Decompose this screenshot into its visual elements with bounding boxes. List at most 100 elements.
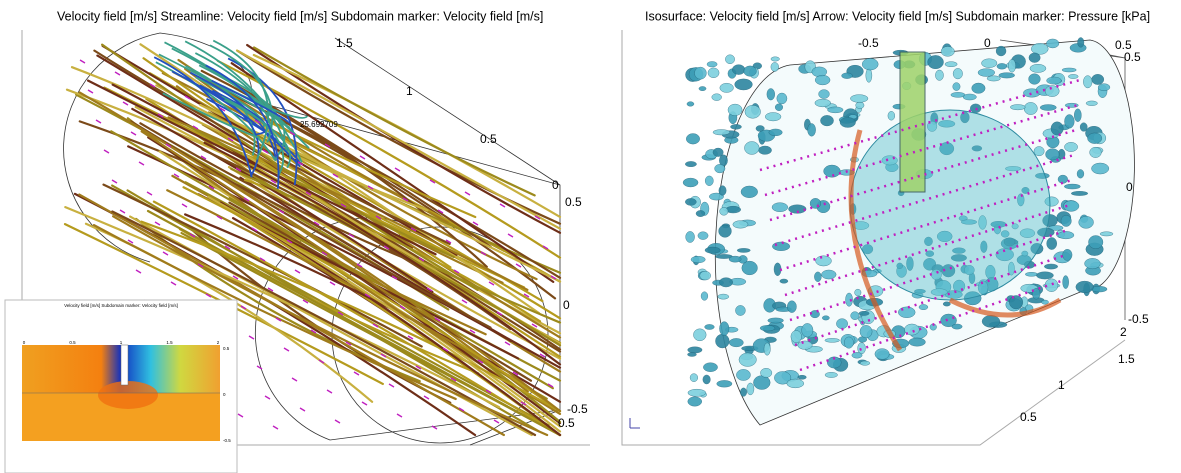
isosurface-blob (1044, 85, 1060, 97)
streamline-fast (205, 64, 280, 189)
isosurface-blob (1064, 102, 1079, 108)
axis-label: -0.5 (1128, 312, 1149, 326)
arrow (235, 167, 242, 172)
arrow (334, 419, 341, 424)
arrow (464, 191, 471, 196)
streamline (180, 231, 562, 437)
axis-label: 0 (984, 36, 991, 50)
isosurface-blob (711, 93, 722, 101)
isosurface-blob (693, 328, 707, 342)
isosurface-blob (844, 336, 854, 349)
arrow (372, 323, 379, 328)
isosurface-blob (814, 98, 831, 108)
arrow (192, 125, 199, 130)
view-title: Isosurface: Velocity field [m/s] Arrow: … (645, 9, 1150, 23)
inner-sphere (849, 109, 1051, 301)
isosurface-blob (857, 342, 866, 355)
isosurface-blob (735, 305, 746, 316)
isosurface-blob (704, 175, 714, 186)
isosurface-blob (859, 325, 873, 339)
isosurface-blob (1005, 166, 1022, 172)
streamline (252, 46, 536, 197)
arrow (512, 371, 519, 376)
isosurface-blob (712, 129, 731, 136)
streamline (201, 148, 512, 331)
isosurface-blob (714, 164, 726, 174)
isosurface-blob (874, 348, 890, 360)
arrow (154, 221, 161, 226)
streamline (228, 201, 533, 382)
arrow (418, 257, 425, 262)
isosurface-blob (728, 255, 742, 263)
isosurface-blob (1044, 278, 1059, 292)
isosurface-blob (687, 352, 697, 357)
streamline (182, 186, 562, 413)
arrow (181, 203, 188, 208)
isosurface-blob (1071, 191, 1089, 196)
isosurface-blob (690, 256, 706, 264)
arrow (410, 227, 417, 232)
isosurface-blob (865, 68, 873, 83)
streamline (86, 79, 437, 256)
isosurface-blob (854, 288, 862, 297)
isosurface-blob (734, 78, 753, 91)
isosurface-blob (716, 380, 733, 388)
inset-y-tick: -0.5 (223, 438, 231, 443)
arrow (388, 383, 395, 388)
isosurface-blob (1050, 121, 1064, 136)
arrow-row (774, 153, 1075, 247)
arrow (539, 353, 546, 358)
arrow (445, 239, 452, 244)
arrow-row (779, 178, 1073, 272)
isosurface-blob (1046, 38, 1060, 49)
arrow (399, 305, 406, 310)
annotation: 25.692709 (300, 120, 338, 129)
arrow (429, 179, 436, 184)
axis-label: 0.5 (1115, 38, 1132, 52)
arrow (79, 59, 86, 64)
isosurface-blob (1076, 169, 1085, 179)
isosurface-blob (820, 115, 834, 127)
arrow (437, 209, 444, 214)
streamline (102, 183, 423, 348)
isosurface-blob (1078, 216, 1094, 229)
arrow (534, 215, 541, 220)
axis-label: 1.5 (336, 36, 353, 50)
isosurface-blob (741, 260, 758, 276)
isosurface-blob (1028, 73, 1041, 85)
isosurface-blob (744, 141, 760, 155)
arrow (270, 179, 277, 184)
isosurface-blob (850, 94, 869, 103)
arrow (324, 143, 331, 148)
frame (621, 30, 1126, 446)
isosurface-blob (1063, 200, 1080, 212)
arrow (157, 113, 164, 118)
arrow (313, 221, 320, 226)
arrow (95, 119, 102, 124)
arrow (264, 395, 271, 400)
isosurface-blob (1003, 237, 1016, 247)
axis-label: 0.5 (558, 416, 575, 430)
isosurface-blob (1062, 275, 1069, 289)
isosurface-blob (779, 278, 789, 284)
isosurface-blob (841, 72, 853, 79)
arrow (272, 425, 279, 430)
isosurface-blob (729, 338, 744, 348)
isosurface-blob (740, 387, 747, 397)
arrow (87, 89, 94, 94)
arrow (127, 239, 134, 244)
isosurface-blob (700, 291, 709, 301)
isosurface-blob (1031, 43, 1049, 55)
isosurface-blob (1044, 196, 1059, 207)
arrow-row (799, 278, 1065, 372)
arrow (326, 389, 333, 394)
inset-view: Velocity field [m/s] Subdomain marker: V… (4, 299, 238, 473)
isosurface-blob (766, 88, 775, 101)
isosurface-blob (1085, 100, 1098, 106)
arrow (394, 167, 401, 172)
isosurface-blob (821, 269, 837, 280)
isosurface-blob (971, 82, 986, 94)
isosurface-blob (770, 62, 779, 72)
streamline (92, 224, 457, 401)
isosurface-blob (898, 306, 916, 318)
